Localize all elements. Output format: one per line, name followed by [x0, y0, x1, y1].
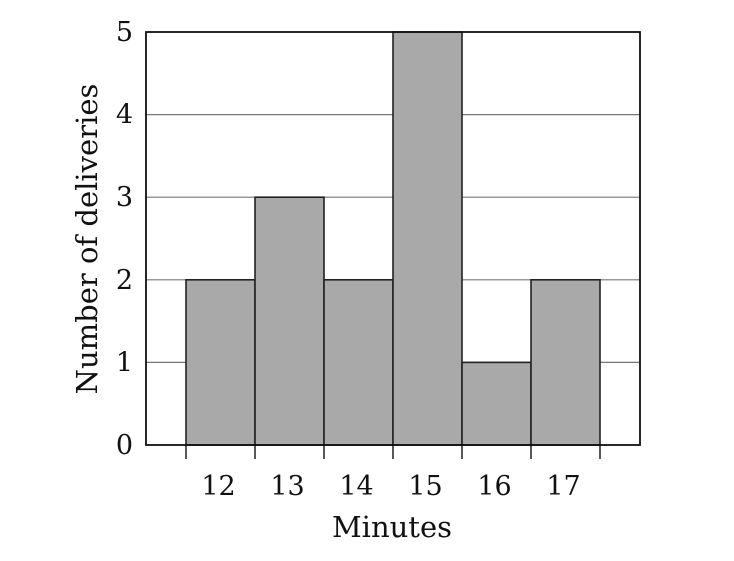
y-tick-label: 3 — [116, 182, 133, 213]
bar — [530, 278, 601, 446]
x-ticks: 12 13 14 15 16 17 — [185, 445, 601, 502]
bar — [461, 361, 532, 446]
y-tick-labels: 0 1 2 3 4 5 — [116, 17, 133, 461]
x-tick-label: 17 — [546, 471, 580, 502]
x-tick-label: 14 — [339, 471, 373, 502]
y-tick-label: 4 — [116, 100, 133, 131]
x-tick-label: 16 — [477, 471, 511, 502]
bar — [392, 31, 463, 446]
x-tick-label: 13 — [270, 471, 304, 502]
bar — [323, 278, 394, 446]
y-axis-title: Number of deliveries — [70, 84, 104, 395]
y-tick-label: 0 — [116, 430, 133, 461]
y-tick-label: 1 — [116, 347, 133, 378]
y-tick-label: 5 — [116, 17, 133, 48]
bar — [185, 278, 256, 446]
bar — [254, 196, 325, 446]
x-axis-title: Minutes — [332, 510, 452, 544]
x-tick-label: 12 — [201, 471, 235, 502]
x-tick-label: 15 — [408, 471, 442, 502]
bars — [185, 31, 601, 446]
y-tick-label: 2 — [116, 265, 133, 296]
